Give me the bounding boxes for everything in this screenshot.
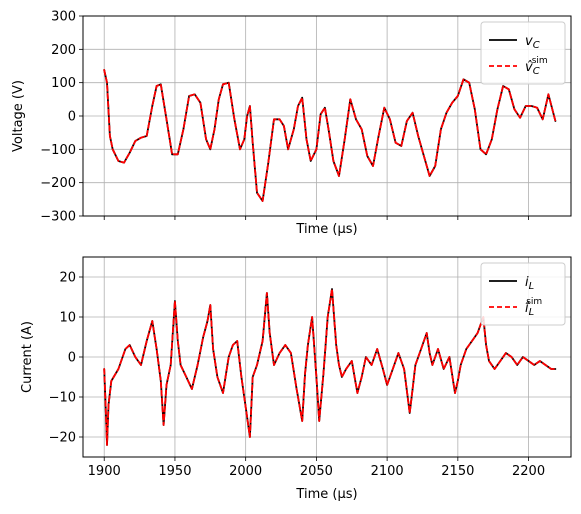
voltage-y-tick-label: 100	[51, 76, 76, 91]
voltage-legend: vCv̂Csim	[480, 21, 566, 85]
voltage-series-line-simulated	[103, 69, 557, 202]
current-x-tick-label: 2100	[371, 464, 404, 479]
current-y-tick-label: 10	[59, 311, 76, 326]
voltage-y-tick-label: 0	[68, 110, 76, 125]
voltage-plot: 300 200 100 0 −100 −200 −300 Time (μs) Voltage…	[11, 10, 572, 237]
voltage-y-axis-label: Voltage (V)	[11, 80, 26, 152]
voltage-legend-box	[480, 21, 566, 85]
current-plot: 1900 1950 2000 2050 2100 2150 220020100−10−20 …	[20, 256, 572, 502]
voltage-y-tick-label: 200	[51, 43, 76, 58]
current-legend-box	[480, 262, 566, 326]
current-x-tick-label: 2000	[229, 464, 262, 479]
voltage-y-tick-label: 300	[51, 10, 76, 25]
current-x-tick-label: 2050	[300, 464, 333, 479]
current-x-tick-label: 2200	[512, 464, 545, 479]
voltage-x-axis-label: Time (μs)	[295, 222, 357, 237]
current-ticks: 1900 1950 2000 2050 2100 2150 2200 20 10 0 −10 −20	[49, 271, 546, 480]
current-y-tick-label: −10	[49, 391, 76, 406]
current-x-axis-label: Time (μs)	[295, 487, 357, 502]
current-x-tick-label: 1900	[88, 464, 121, 479]
voltage-y-tick-label: −300	[40, 210, 76, 225]
current-series-line-simulated	[103, 288, 557, 446]
current-y-tick-label: 20	[59, 271, 76, 286]
current-legend-label: iL	[525, 275, 534, 292]
voltage-series	[103, 69, 557, 202]
current-x-tick-label: 1950	[158, 464, 191, 479]
current-y-tick-label: 0	[68, 351, 76, 366]
current-x-tick-label: 2150	[441, 464, 474, 479]
current-series	[103, 288, 557, 446]
voltage-ticks: 300 200 100 0 −100 −200 −300	[40, 10, 529, 225]
voltage-y-tick-label: −100	[40, 143, 76, 158]
voltage-y-tick-label: −200	[40, 176, 76, 191]
current-y-axis-label: Current (A)	[20, 321, 35, 393]
current-y-tick-label: −20	[49, 431, 76, 446]
